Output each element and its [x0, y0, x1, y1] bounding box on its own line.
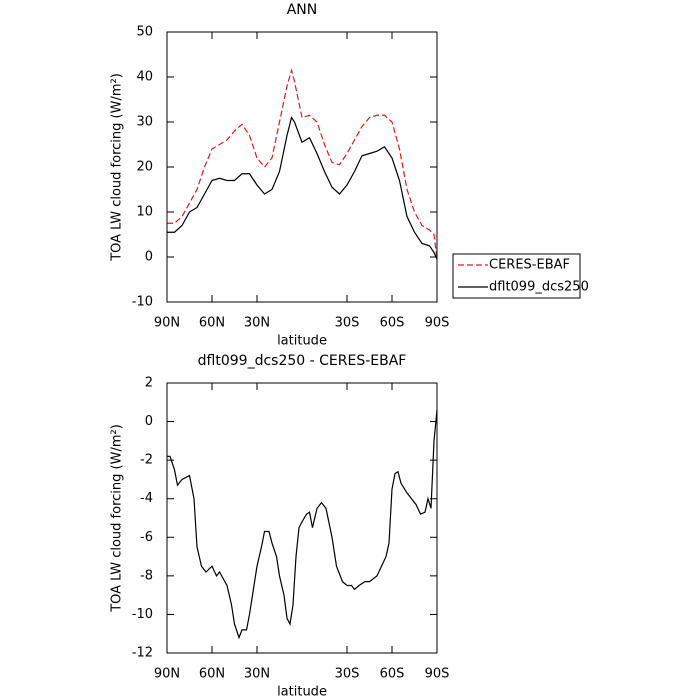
- x-tick-label: 30S: [335, 316, 360, 331]
- x-tick-label: 60N: [199, 667, 225, 682]
- chart-title: ANN: [287, 2, 318, 18]
- data-line: [167, 116, 438, 260]
- y-tick-label: -4: [140, 491, 153, 506]
- y-tick-label: -2: [140, 453, 153, 468]
- x-tick-label: 30N: [244, 667, 270, 682]
- x-tick-label: 90S: [425, 316, 450, 331]
- y-tick-label: -12: [132, 646, 153, 661]
- data-line: [167, 67, 438, 260]
- chart-title: dflt099_dcs250 - CERES-EBAF: [198, 353, 407, 369]
- y-tick-label: 2: [145, 376, 153, 391]
- y-tick-label: 30: [136, 115, 153, 130]
- y-tick-label: 0: [145, 414, 153, 429]
- y-tick-label: 10: [136, 205, 153, 220]
- legend-box: [452, 253, 581, 299]
- x-tick-label: 60S: [380, 667, 405, 682]
- legend-label: CERES-EBAF: [489, 258, 570, 273]
- y-tick-label: 0: [145, 250, 153, 265]
- x-tick-label: 90N: [154, 667, 180, 682]
- y-tick-label: -10: [132, 607, 153, 622]
- plot-frame: [166, 31, 438, 303]
- x-axis-label: latitude: [277, 334, 327, 349]
- y-axis-label: TOA LW cloud forcing (W/m²): [110, 73, 125, 262]
- legend-label: dflt099_dcs250: [489, 280, 589, 295]
- y-tick-label: 50: [136, 25, 153, 40]
- y-tick-label: 40: [136, 70, 153, 85]
- x-tick-label: 30N: [244, 316, 270, 331]
- y-axis-label: TOA LW cloud forcing (W/m²): [110, 424, 125, 613]
- x-tick-label: 60S: [380, 316, 405, 331]
- x-tick-label: 90S: [425, 667, 450, 682]
- y-tick-label: -6: [140, 530, 153, 545]
- y-tick-label: 20: [136, 160, 153, 175]
- plot-frame: [166, 382, 438, 654]
- x-tick-label: 30S: [335, 667, 360, 682]
- x-tick-label: 60N: [199, 316, 225, 331]
- y-tick-label: -8: [140, 568, 153, 583]
- x-tick-label: 90N: [154, 316, 180, 331]
- y-tick-label: -10: [132, 295, 153, 310]
- data-line: [167, 409, 438, 640]
- x-axis-label: latitude: [277, 685, 327, 700]
